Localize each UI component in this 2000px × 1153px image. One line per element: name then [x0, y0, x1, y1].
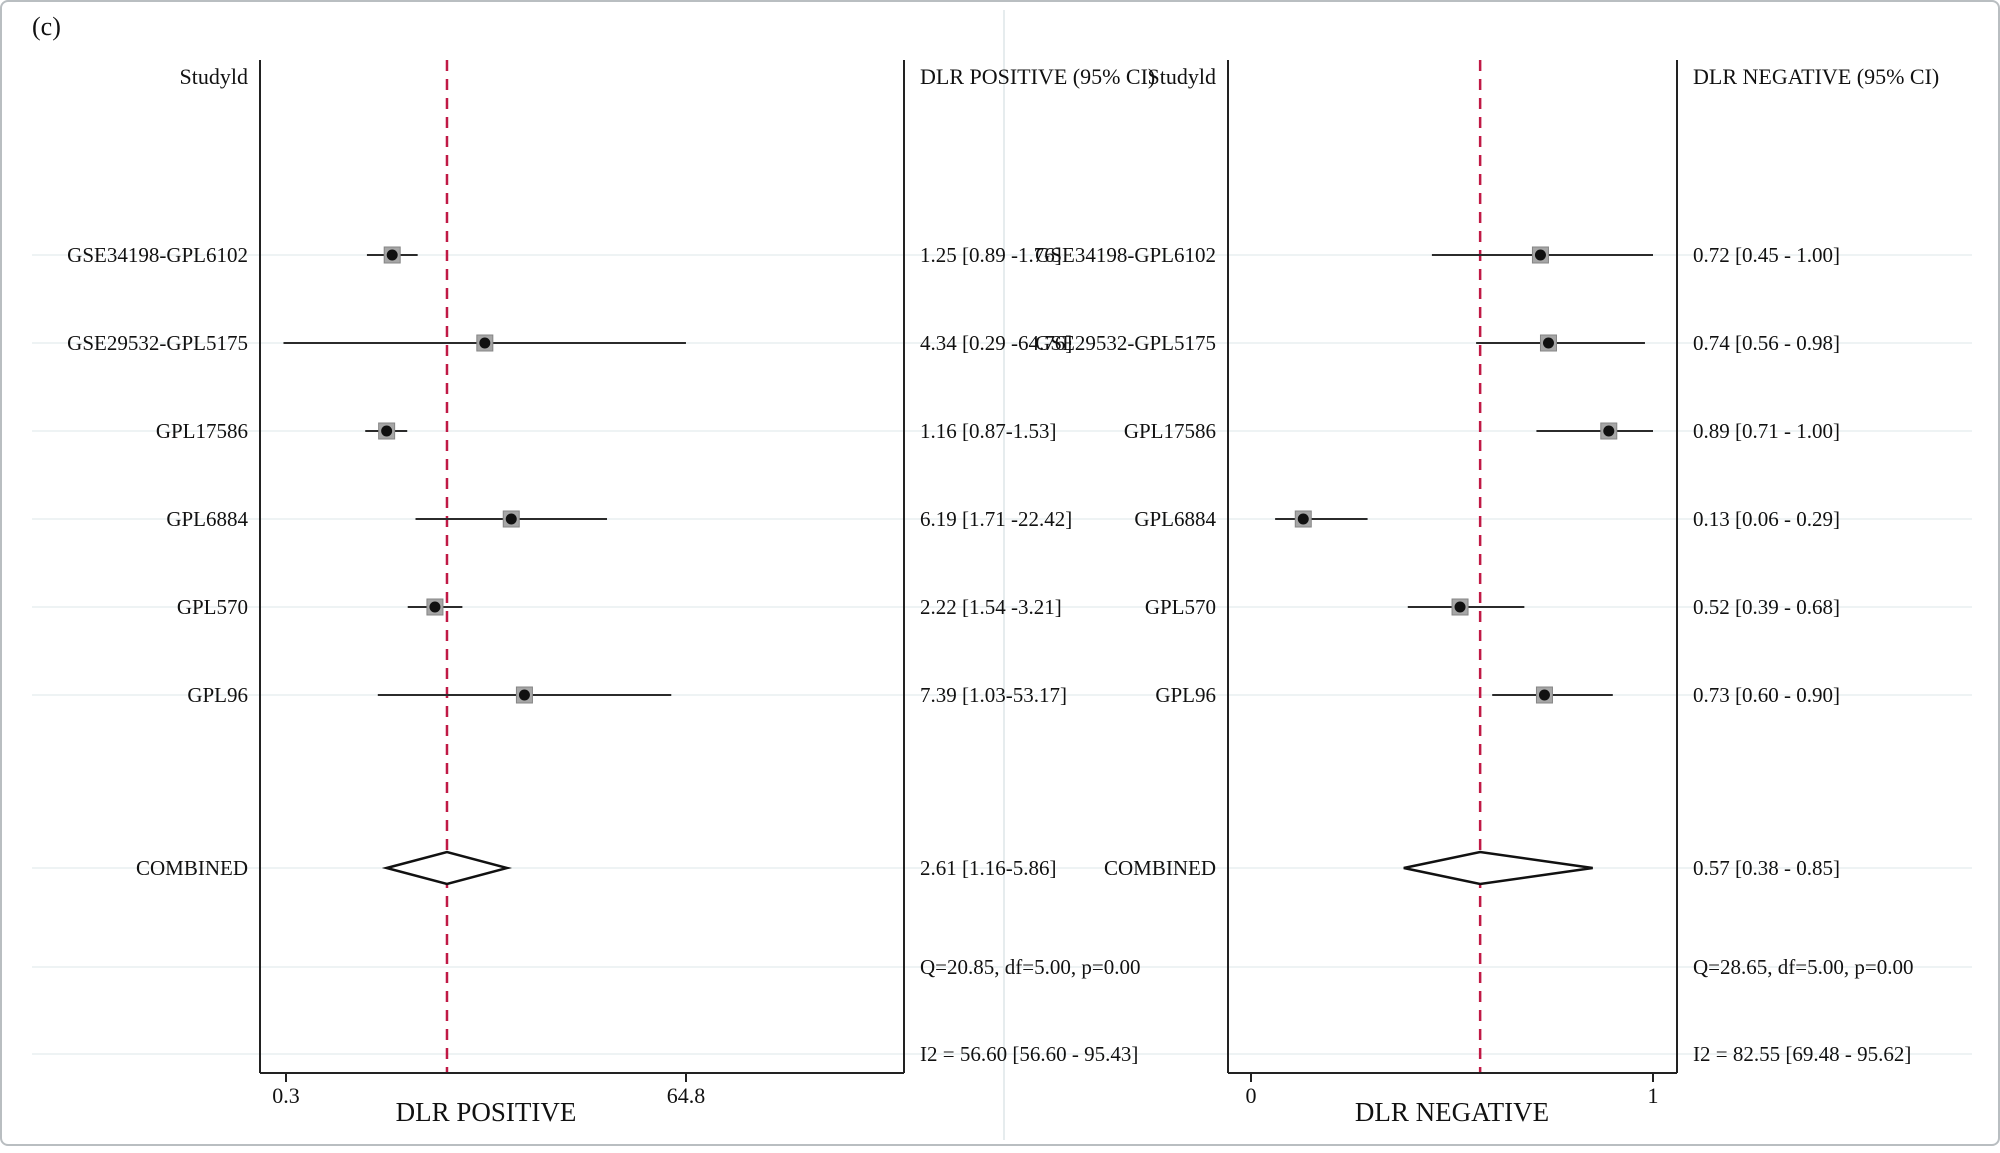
i2-text: I2 = 56.60 [56.60 - 95.43]: [920, 1042, 1138, 1066]
estimate-dot: [1297, 513, 1309, 525]
estimate-text: 0.89 [0.71 - 1.00]: [1693, 419, 1840, 443]
estimate-text: 0.74 [0.56 - 0.98]: [1693, 331, 1840, 355]
estimate-dot: [505, 513, 517, 525]
x-tick-label: 64.8: [667, 1083, 706, 1108]
figure-label: (c): [32, 12, 61, 41]
study-label: GSE29532-GPL5175: [67, 331, 248, 355]
estimate-text: 0.13 [0.06 - 0.29]: [1693, 507, 1840, 531]
column-header-ci: DLR NEGATIVE (95% CI): [1693, 64, 1939, 89]
estimate-text: 1.25 [0.89 -1.76]: [920, 243, 1062, 267]
study-label: GPL6884: [1134, 507, 1216, 531]
study-label: GPL570: [1145, 595, 1216, 619]
estimate-text: 0.72 [0.45 - 1.00]: [1693, 243, 1840, 267]
estimate-dot: [1538, 689, 1550, 701]
estimate-text: 0.73 [0.60 - 0.90]: [1693, 683, 1840, 707]
study-label: GPL96: [1155, 683, 1216, 707]
study-label: GSE34198-GPL6102: [1035, 243, 1216, 267]
i2-text: I2 = 82.55 [69.48 - 95.62]: [1693, 1042, 1911, 1066]
combined-text: 2.61 [1.16-5.86]: [920, 856, 1056, 880]
study-label: GPL570: [177, 595, 248, 619]
x-tick-label: 0.3: [272, 1083, 300, 1108]
study-label: GSE29532-GPL5175: [1035, 331, 1216, 355]
estimate-text: 0.52 [0.39 - 0.68]: [1693, 595, 1840, 619]
study-label: GPL17586: [156, 419, 248, 443]
column-header-study: Studyld: [1148, 64, 1216, 89]
combined-diamond: [1403, 850, 1593, 886]
estimate-dot: [1534, 249, 1546, 261]
estimate-text: 4.34 [0.29 -64.76]: [920, 331, 1072, 355]
combined-diamond: [381, 850, 513, 886]
estimate-text: 1.16 [0.87-1.53]: [920, 419, 1056, 443]
heterogeneity-text: Q=20.85, df=5.00, p=0.00: [920, 955, 1140, 979]
combined-label: COMBINED: [136, 856, 248, 880]
estimate-text: 7.39 [1.03-53.17]: [920, 683, 1067, 707]
estimate-dot: [518, 689, 530, 701]
x-axis-title: DLR POSITIVE: [396, 1097, 577, 1127]
estimate-dot: [479, 337, 491, 349]
study-label: GPL17586: [1124, 419, 1216, 443]
estimate-text: 6.19 [1.71 -22.42]: [920, 507, 1072, 531]
estimate-dot: [1542, 337, 1554, 349]
x-axis-title: DLR NEGATIVE: [1355, 1097, 1549, 1127]
study-label: GSE34198-GPL6102: [67, 243, 248, 267]
estimate-dot: [429, 601, 441, 613]
heterogeneity-text: Q=28.65, df=5.00, p=0.00: [1693, 955, 1913, 979]
study-label: GPL6884: [166, 507, 248, 531]
estimate-dot: [1603, 425, 1615, 437]
estimate-dot: [386, 249, 398, 261]
estimate-dot: [381, 425, 393, 437]
study-label: GPL96: [187, 683, 248, 707]
combined-text: 0.57 [0.38 - 0.85]: [1693, 856, 1840, 880]
combined-label: COMBINED: [1104, 856, 1216, 880]
x-tick-label: 1: [1648, 1083, 1659, 1108]
column-header-study: Studyld: [180, 64, 248, 89]
estimate-dot: [1454, 601, 1466, 613]
x-tick-label: 0: [1246, 1083, 1257, 1108]
estimate-text: 2.22 [1.54 -3.21]: [920, 595, 1062, 619]
column-header-ci: DLR POSITIVE (95% CI): [920, 64, 1155, 89]
